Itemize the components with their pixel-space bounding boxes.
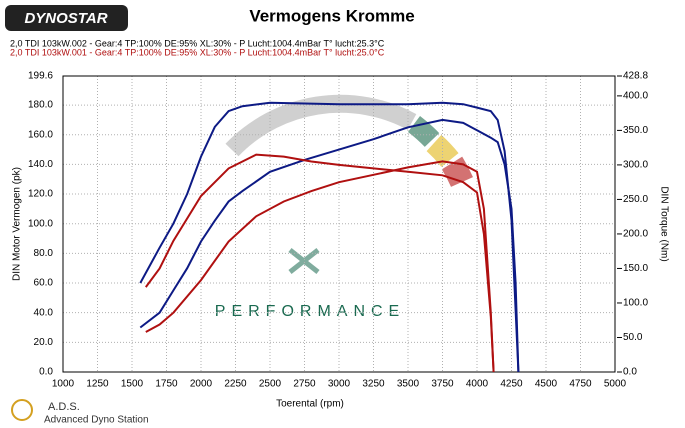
y2-tick-label: 250.0: [623, 194, 648, 205]
x-tick-label: 3250: [362, 379, 385, 390]
footer-logo: [11, 399, 33, 421]
footer-title: A.D.S.: [48, 401, 80, 413]
y2-tick-label: 428.8: [623, 71, 648, 82]
x-tick-label: 1250: [86, 379, 109, 390]
logo: DYNOSTAR: [24, 10, 107, 27]
power-line: [145, 160, 495, 373]
x-tick-label: 3000: [328, 379, 351, 390]
x-tick-label: 1000: [52, 379, 75, 390]
y-tick-label: 20.0: [34, 337, 54, 348]
x-axis-label: Toerental (rpm): [276, 399, 344, 410]
x-tick-label: 1500: [121, 379, 144, 390]
x-tick-label: 2250: [224, 379, 247, 390]
x-tick-label: 3500: [397, 379, 420, 390]
power-line: [139, 118, 520, 373]
y2-tick-label: 200.0: [623, 229, 648, 240]
x-tick-label: 1750: [155, 379, 178, 390]
y2-tick-label: 0.0: [623, 367, 637, 378]
x-tick-label: 4500: [535, 379, 558, 390]
torque-line: [144, 153, 495, 373]
y-tick-label: 40.0: [34, 307, 54, 318]
y2-tick-label: 50.0: [623, 332, 643, 343]
y-tick-label: 120.0: [28, 189, 53, 200]
y2-tick-label: 400.0: [623, 91, 648, 102]
watermark-text: PERFORMANCE: [215, 303, 405, 320]
logo-box: [5, 5, 128, 31]
legend-entry: 2,0 TDI 103kW.001 - Gear:4 TP:100% DE:95…: [10, 47, 385, 57]
y-tick-label: 140.0: [28, 159, 53, 170]
chart-title: Vermogens Kromme: [249, 6, 414, 25]
legend-entry: 2,0 TDI 103kW.002 - Gear:4 TP:100% DE:95…: [10, 38, 385, 48]
y-tick-label: 80.0: [34, 248, 54, 259]
torque-line: [139, 101, 520, 373]
x-tick-label: 2000: [190, 379, 213, 390]
y-tick-label: 100.0: [28, 218, 53, 229]
y-tick-label: 180.0: [28, 100, 53, 111]
y2-tick-label: 100.0: [623, 298, 648, 309]
x-tick-label: 5000: [604, 379, 627, 390]
x-tick-label: 2750: [293, 379, 316, 390]
x-tick-label: 3750: [431, 379, 454, 390]
y-axis-label: DIN Motor Vermogen (pk): [12, 167, 23, 281]
y-tick-label: 199.6: [28, 71, 53, 82]
plot-frame: [62, 75, 616, 373]
footer-subtitle: Advanced Dyno Station: [44, 415, 149, 426]
y-tick-label: 160.0: [28, 129, 53, 140]
x-tick-label: 4250: [500, 379, 523, 390]
y-tick-label: 0.0: [39, 367, 53, 378]
x-tick-label: 2500: [259, 379, 282, 390]
y2-tick-label: 350.0: [623, 125, 648, 136]
x-tick-label: 4000: [466, 379, 489, 390]
y2-tick-label: 150.0: [623, 263, 648, 274]
y2-axis-label: DIN Torque (Nm): [658, 186, 669, 261]
y-tick-label: 60.0: [34, 278, 54, 289]
y2-tick-label: 300.0: [623, 160, 648, 171]
watermark: [225, 94, 473, 274]
x-tick-label: 4750: [569, 379, 592, 390]
